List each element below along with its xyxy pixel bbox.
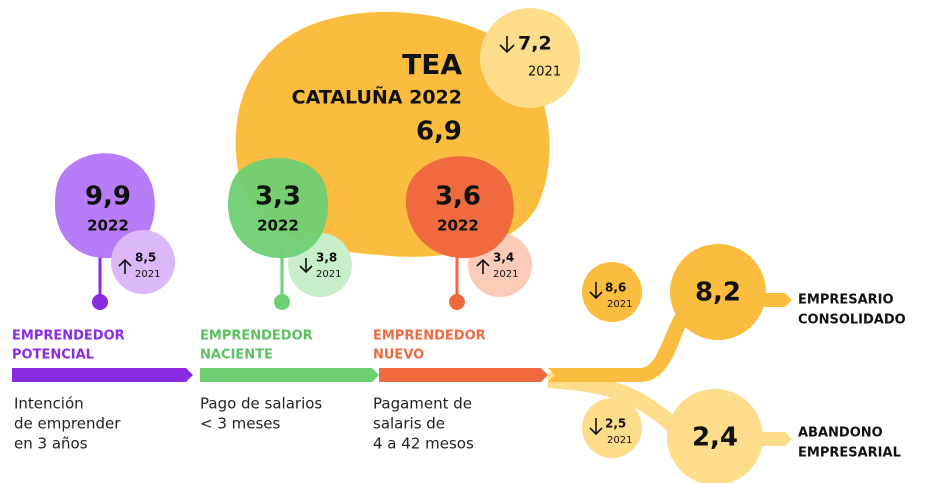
timeline-segment (379, 368, 548, 382)
stage-label: EMPRENDEDOR (200, 329, 313, 344)
stage-label: NACIENTE (200, 348, 273, 363)
timeline-segment (200, 368, 379, 382)
previous-value: 3,4 (493, 251, 514, 265)
down-arrow (499, 36, 515, 54)
tea-subtitle: CATALUÑA 2022 (292, 85, 462, 109)
tea-value: 6,9 (416, 117, 462, 147)
previous-year: 2021 (607, 299, 632, 310)
down-arrow (589, 418, 603, 436)
previous-value: 3,8 (316, 251, 337, 265)
down-arrow (299, 258, 313, 274)
stage-value: 3,6 (435, 182, 481, 212)
stage-label: EMPRENDEDOR (12, 329, 125, 344)
previous-bubble (582, 262, 642, 322)
previous-value: 8,6 (605, 281, 626, 295)
previous-year: 2021 (316, 269, 341, 280)
tea-previous-value: 7,2 (518, 33, 552, 55)
previous-value: 2,5 (605, 417, 626, 431)
timeline-branch (548, 295, 700, 382)
up-arrow (118, 258, 132, 274)
stage-blob (405, 156, 514, 259)
stem-dot (92, 294, 108, 310)
stem-dot (274, 294, 290, 310)
outcome-bubble (670, 244, 766, 340)
outcome-label: EMPRESARIO (798, 293, 894, 308)
stage-label: EMPRENDEDOR (373, 329, 486, 344)
outcome-value: 2,4 (692, 423, 738, 453)
previous-year: 2021 (135, 269, 160, 280)
stage-description: en 3 años (14, 435, 88, 453)
stage-description: salaris de (373, 415, 445, 433)
tea-title: TEA (402, 48, 462, 81)
stage-year: 2022 (257, 217, 299, 235)
stage-year: 2022 (87, 217, 129, 235)
stage-blob (55, 153, 155, 259)
stem-dot (449, 294, 465, 310)
stage-description: 4 a 42 mesos (373, 435, 474, 453)
outcome-label: ABANDONO (798, 426, 883, 441)
stage-description: < 3 meses (200, 415, 281, 433)
previous-bubble (582, 398, 642, 458)
previous-bubble (111, 230, 175, 294)
tea-previous-bubble (480, 8, 580, 108)
outcome-bubble (667, 389, 763, 483)
outcome-label: EMPRESARIAL (798, 446, 901, 461)
stage-value: 3,3 (255, 182, 301, 212)
stage-label: POTENCIAL (12, 348, 94, 363)
previous-year: 2021 (607, 435, 632, 446)
stage-blob (228, 158, 329, 259)
stage-label: NUEVO (373, 348, 424, 363)
outcome-tail (755, 432, 792, 446)
stage-year: 2022 (437, 217, 479, 235)
outcome-tail (760, 293, 792, 307)
stage-description: de emprender (14, 415, 121, 433)
previous-year: 2021 (493, 269, 518, 280)
tea-previous-year: 2021 (528, 65, 561, 80)
stage-description: Pago de salarios (200, 395, 322, 413)
stage-description: Pagament de (373, 395, 472, 413)
previous-value: 8,5 (135, 251, 156, 265)
outcome-label: CONSOLIDADO (798, 313, 906, 328)
down-arrow (589, 282, 603, 300)
stage-value: 9,9 (85, 182, 131, 212)
outcome-value: 8,2 (695, 278, 741, 308)
stage-description: Intención (14, 395, 84, 413)
up-arrow (476, 258, 490, 274)
timeline-segment (12, 368, 193, 382)
